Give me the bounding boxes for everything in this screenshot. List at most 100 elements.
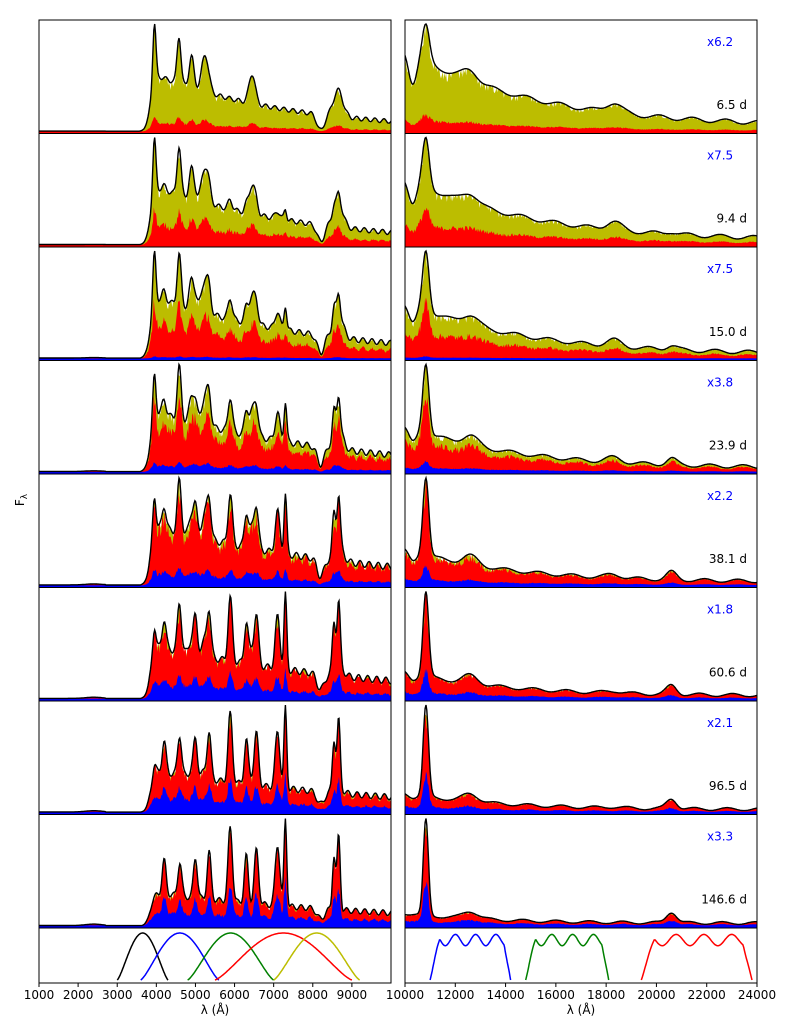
x-tick-label: 14000 [486, 988, 524, 1002]
epoch-label: 96.5 d [709, 779, 747, 793]
x-tick-label: 1000 [24, 988, 55, 1002]
scale-factor-label: x7.5 [707, 262, 733, 276]
filter-curve-U [116, 932, 169, 981]
spectrum-line [39, 704, 391, 813]
red-component-area [405, 591, 757, 701]
total-area [405, 24, 757, 134]
optical-panel-5 [38, 473, 392, 588]
spectrum-line [405, 818, 757, 926]
epoch-label: 38.1 d [709, 552, 747, 566]
x-tick-label: 16000 [537, 988, 575, 1002]
panel-frame [404, 814, 758, 929]
nir-panel-3: x7.5 15.0 d [404, 246, 758, 361]
epoch-label: 23.9 d [709, 439, 747, 453]
nir-panel-5: x2.2 38.1 d [404, 473, 758, 588]
blue-component-area [39, 876, 391, 928]
x-axis-label: λ (Å) [201, 1002, 230, 1017]
red-component-area [405, 207, 757, 247]
epoch-label: 60.6 d [709, 666, 747, 680]
nir-panel-1: x6.2 6.5 d [404, 19, 758, 134]
blue-component-area [405, 356, 757, 361]
spectrum-line [39, 591, 391, 700]
filter-curve-H [524, 933, 610, 981]
epoch-label: 146.6 d [701, 893, 747, 907]
red-component-area [405, 297, 757, 361]
filter-curve-R [214, 932, 353, 981]
spectrum-line [39, 362, 391, 473]
spectrum-line [39, 137, 391, 246]
optical-panel-4 [38, 360, 392, 475]
total-area [39, 372, 391, 474]
spectrum-line [405, 249, 757, 355]
spectrum-line [405, 591, 757, 698]
scale-factor-label: x7.5 [707, 149, 733, 163]
x-tick-label: 9000 [337, 988, 368, 1002]
x-tick-label: 20000 [637, 988, 675, 1002]
x-tick-label: 18000 [587, 988, 625, 1002]
x-tick-label: 6000 [219, 988, 250, 1002]
blue-component-area [39, 461, 391, 474]
nir-panel-7: x2.1 96.5 d [404, 700, 758, 815]
optical-filter-panel [38, 927, 392, 984]
blue-component-area [39, 356, 391, 361]
x-tick-label: 3000 [102, 988, 133, 1002]
blue-component-area [405, 771, 757, 815]
x-tick-label: 24000 [738, 988, 776, 1002]
x-tick-label: 22000 [688, 988, 726, 1002]
y-axis-label-subscript: λ [20, 493, 30, 499]
spectrum-line [405, 22, 757, 125]
optical-panel-7 [38, 700, 392, 815]
spectrum-line [39, 475, 391, 586]
filter-curve-V [187, 932, 275, 981]
total-area [39, 29, 391, 134]
red-component-area [405, 713, 757, 815]
red-component-area [39, 396, 391, 474]
blue-component-area [405, 881, 757, 928]
red-component-area [39, 207, 391, 247]
scale-factor-label: x6.2 [707, 35, 733, 49]
spectrum-line [405, 475, 757, 584]
epoch-label: 9.4 d [716, 212, 747, 226]
spectrum-line [39, 23, 391, 132]
red-component-area [405, 397, 757, 474]
filter-curve-I [273, 932, 361, 981]
filter-panel-frame [404, 927, 758, 984]
y-axis-label: Fλ [13, 493, 30, 506]
nir-panel-6: x1.8 60.6 d [404, 587, 758, 702]
total-area [405, 826, 757, 928]
scale-factor-label: x1.8 [707, 603, 733, 617]
blue-component-area [405, 565, 757, 588]
scale-factor-label: x3.3 [707, 830, 733, 844]
optical-panel-8 [38, 814, 392, 929]
red-component-area [39, 591, 391, 701]
total-area [405, 137, 757, 247]
x-axis-label: λ (Å) [567, 1002, 596, 1017]
blue-component-area [39, 668, 391, 701]
red-component-area [39, 491, 391, 588]
red-component-area [405, 822, 757, 928]
red-component-area [39, 709, 391, 815]
spectrum-line [405, 136, 757, 240]
spectrum-line [405, 362, 757, 469]
x-tick-label: 8000 [298, 988, 329, 1002]
spectrum-line [405, 704, 757, 812]
filter-curve-B [140, 932, 220, 981]
blue-component-area [39, 772, 391, 815]
nir-panel-2: x7.5 9.4 d [404, 133, 758, 248]
x-tick-label: 4000 [141, 988, 172, 1002]
total-area [39, 478, 391, 588]
optical-panel-2 [38, 133, 392, 248]
spectrum-line [39, 250, 391, 359]
x-tick-label: 7000 [258, 988, 289, 1002]
filter-panel-frame [38, 927, 392, 984]
filter-curve-J [429, 933, 512, 981]
spectrum-line [39, 818, 391, 927]
nir-panel-4: x3.8 23.9 d [404, 360, 758, 475]
scale-factor-label: x2.1 [707, 716, 733, 730]
x-tick-label: 12000 [436, 988, 474, 1002]
y-axis-label-main: F [13, 499, 27, 506]
epoch-label: 6.5 d [716, 98, 747, 112]
blue-component-area [405, 669, 757, 701]
red-component-area [39, 818, 391, 928]
